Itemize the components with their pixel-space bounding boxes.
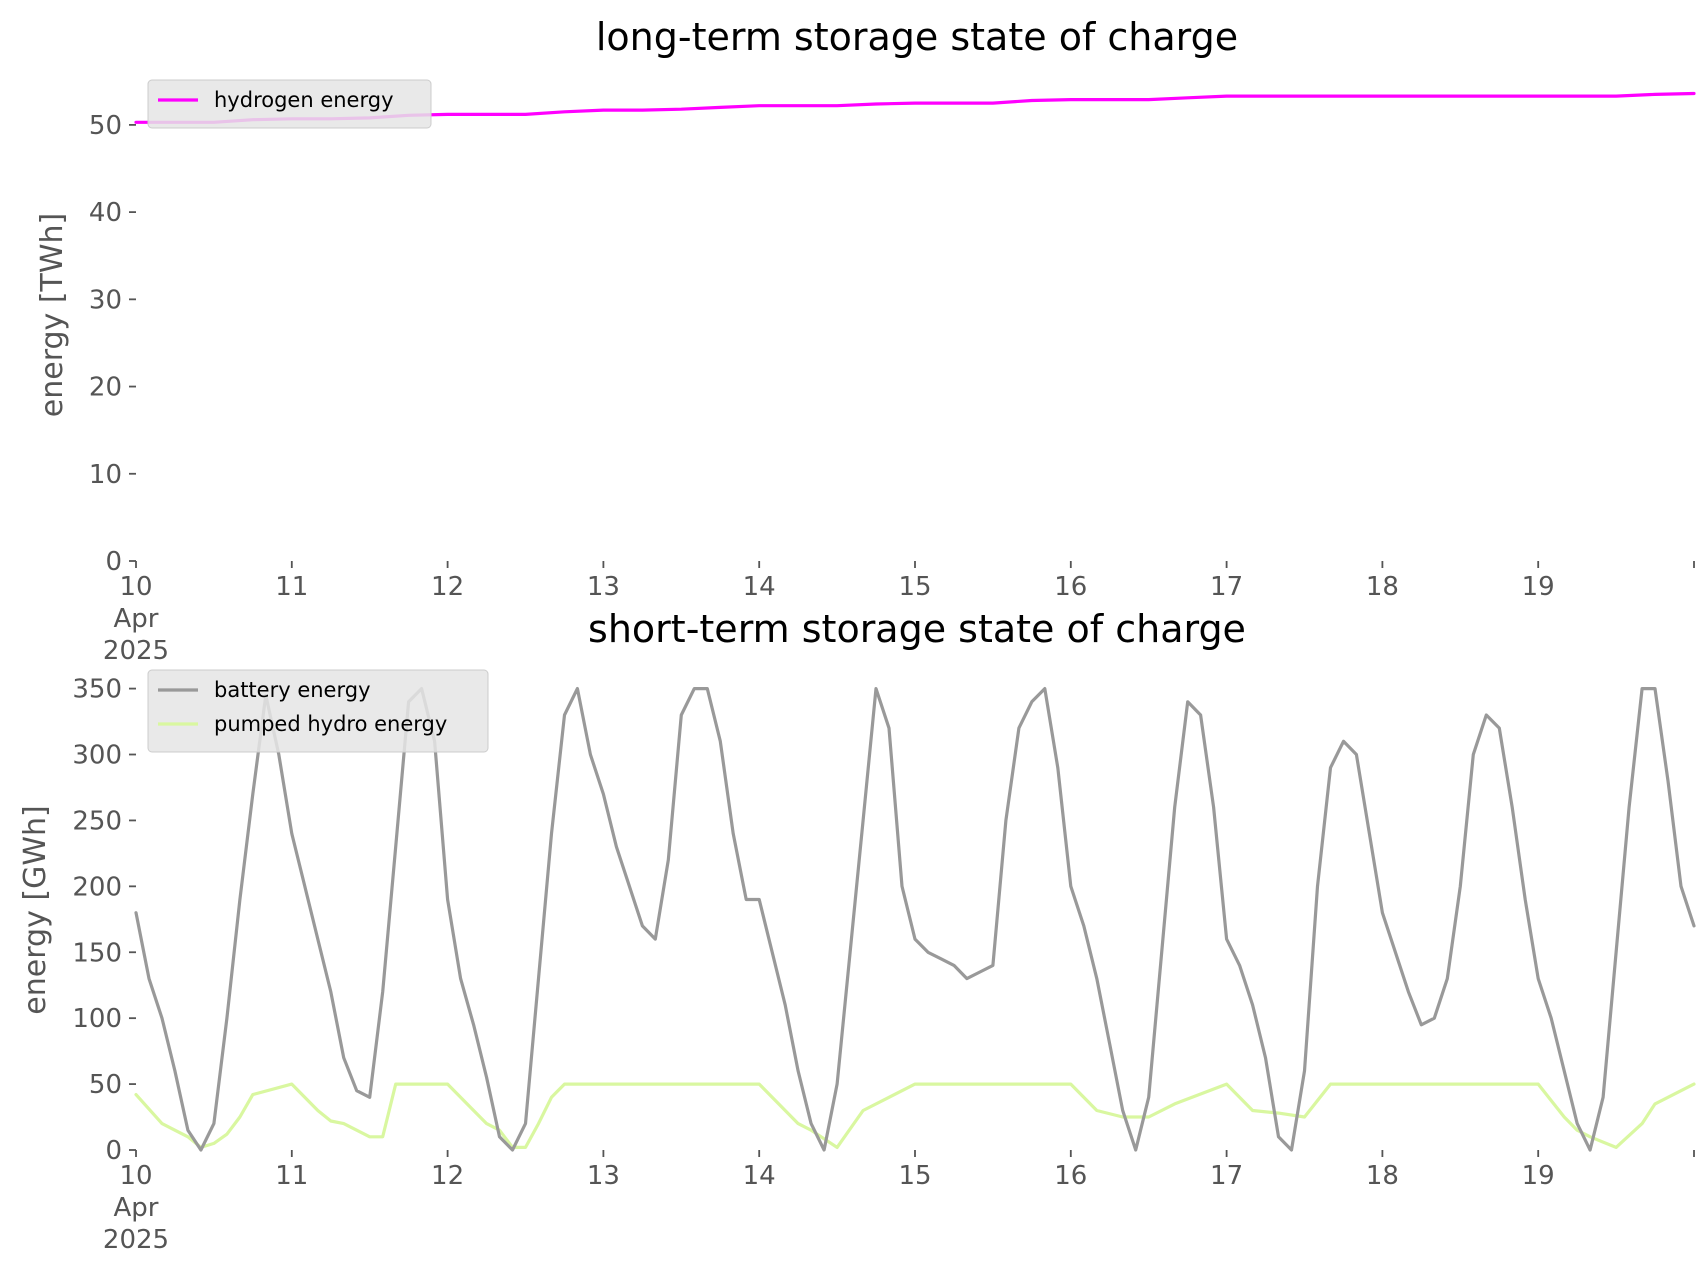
legend-label: battery energy xyxy=(214,678,371,702)
y-tick-label: 50 xyxy=(89,111,122,141)
y-tick-label: 30 xyxy=(89,285,122,315)
y-axis-ticks: 0 10 20 30 40 50 xyxy=(89,111,136,577)
long-term-storage-chart: long-term storage state of charge energy… xyxy=(35,15,1696,666)
battery-energy-line xyxy=(134,686,1696,1152)
y-tick-label: 300 xyxy=(72,741,122,771)
x-tick-label: 15 xyxy=(898,572,931,602)
x-tick-label: 19 xyxy=(1522,572,1555,602)
x-tick-label: 19 xyxy=(1522,1161,1555,1191)
y-tick-label: 250 xyxy=(72,806,122,836)
y-tick-label: 10 xyxy=(89,460,122,490)
chart-title: long-term storage state of charge xyxy=(596,15,1238,59)
x-tick-label: 11 xyxy=(275,572,308,602)
y-tick-label: 200 xyxy=(72,872,122,902)
x-tick-label: 14 xyxy=(743,572,776,602)
legend-box xyxy=(147,669,489,753)
short-term-storage-chart: short-term storage state of charge energ… xyxy=(18,607,1696,1255)
y-tick-label: 50 xyxy=(89,1070,122,1100)
x-tick-label: 16 xyxy=(1054,572,1087,602)
series-group xyxy=(134,686,1696,1152)
legend: battery energy pumped hydro energy xyxy=(147,669,489,753)
x-tick-label: 13 xyxy=(587,1161,620,1191)
x-tick-label: 2025 xyxy=(103,636,169,666)
x-tick-label: 18 xyxy=(1366,572,1399,602)
legend-box xyxy=(147,79,432,129)
x-tick-label: 17 xyxy=(1210,572,1243,602)
y-tick-label: 350 xyxy=(72,675,122,705)
legend-label: hydrogen energy xyxy=(214,88,394,112)
x-tick-label: 12 xyxy=(431,572,464,602)
x-tick-label: 11 xyxy=(275,1161,308,1191)
x-tick-label: 12 xyxy=(431,1161,464,1191)
x-tick-label: 14 xyxy=(743,1161,776,1191)
x-tick-label: Apr xyxy=(114,1193,159,1223)
y-tick-label: 0 xyxy=(105,547,122,577)
x-tick-label: 13 xyxy=(587,572,620,602)
x-tick-label: 10 xyxy=(119,1161,152,1191)
x-tick-label: 2025 xyxy=(103,1225,169,1255)
y-tick-label: 20 xyxy=(89,373,122,403)
x-tick-label: 17 xyxy=(1210,1161,1243,1191)
x-tick-label: 18 xyxy=(1366,1161,1399,1191)
y-tick-label: 100 xyxy=(72,1004,122,1034)
x-tick-label: Apr xyxy=(114,604,159,634)
x-tick-label: 16 xyxy=(1054,1161,1087,1191)
x-tick-label: 10 xyxy=(119,572,152,602)
legend: hydrogen energy xyxy=(147,79,432,129)
x-tick-label: 15 xyxy=(898,1161,931,1191)
y-tick-label: 40 xyxy=(89,198,122,228)
legend-label: pumped hydro energy xyxy=(214,712,447,736)
y-axis-label: energy [TWh] xyxy=(35,213,70,417)
y-tick-label: 0 xyxy=(105,1136,122,1166)
y-tick-label: 150 xyxy=(72,938,122,968)
chart-title: short-term storage state of charge xyxy=(588,607,1246,651)
pumped-hydro-energy-line xyxy=(134,1082,1696,1150)
y-axis-ticks: 0 50 100 150 200 250 300 350 xyxy=(72,675,136,1166)
y-axis-label: energy [GWh] xyxy=(18,805,53,1014)
